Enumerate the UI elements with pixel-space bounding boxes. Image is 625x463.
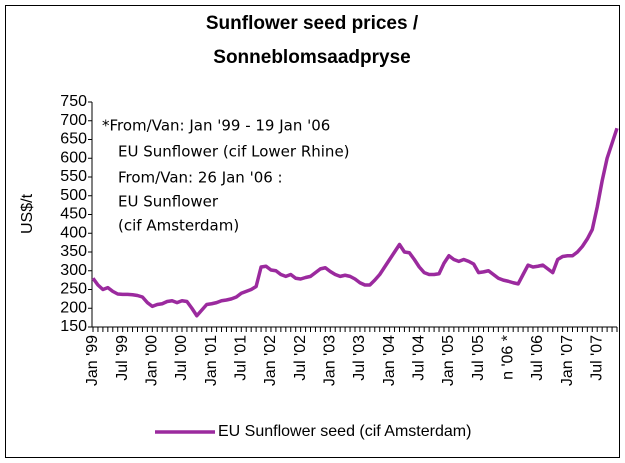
data-line [91, 127, 619, 318]
legend-label: EU Sunflower seed (cif Amsterdam) [218, 423, 471, 440]
y-tick-label: 750 [60, 93, 87, 110]
x-tick-label: Jul '99 [114, 335, 131, 381]
x-tick-label: n '06 * [499, 335, 516, 380]
annotation: *From/Van: Jan '99 - 19 Jan '06 [102, 117, 330, 135]
annotation: EU Sunflower (cif Lower Rhine) [118, 143, 350, 161]
y-tick-label: 200 [60, 299, 87, 316]
x-tick-label: Jul '00 [173, 335, 190, 381]
y-tick-label: 350 [60, 243, 87, 260]
y-axis-label: US$/t [19, 193, 36, 234]
y-tick-label: 700 [60, 112, 87, 129]
x-tick-label: Jan '04 [381, 335, 398, 386]
x-tick-label: Jan '01 [203, 335, 220, 386]
y-tick-label: 400 [60, 224, 87, 241]
annotation: From/Van: 26 Jan '06 : [118, 169, 283, 187]
x-tick-label: Jul '04 [410, 335, 427, 381]
x-tick-label: Jul '07 [588, 335, 605, 381]
x-tick-label: Jul '02 [292, 335, 309, 381]
chart-title: Sonneblomsaadpryse [213, 47, 410, 68]
annotation: (cif Amsterdam) [118, 217, 239, 235]
chart-border [5, 5, 620, 458]
x-tick-label: Jul '01 [233, 335, 250, 381]
x-tick-label: Jan '03 [322, 335, 339, 386]
y-tick-label: 500 [60, 187, 87, 204]
y-tick-label: 600 [60, 149, 87, 166]
x-tick-label: Jan '07 [559, 335, 576, 386]
x-tick-label: Jul '05 [470, 335, 487, 381]
chart-title: Sunflower seed prices / [206, 13, 419, 34]
x-tick-label: Jul '03 [351, 335, 368, 381]
x-tick-label: Jan '99 [84, 335, 101, 386]
x-tick-label: Jan '00 [144, 335, 161, 386]
y-tick-label: 450 [60, 206, 87, 223]
x-tick-label: Jan '02 [262, 335, 279, 386]
y-tick-label: 300 [60, 262, 87, 279]
y-tick-label: 550 [60, 168, 87, 185]
y-tick-label: 250 [60, 281, 87, 298]
x-tick-label: Jan '05 [440, 335, 457, 386]
y-tick-label: 650 [60, 131, 87, 148]
x-tick-label: Jul '06 [529, 335, 546, 381]
annotation: EU Sunflower [118, 193, 219, 211]
y-tick-label: 150 [60, 318, 87, 335]
